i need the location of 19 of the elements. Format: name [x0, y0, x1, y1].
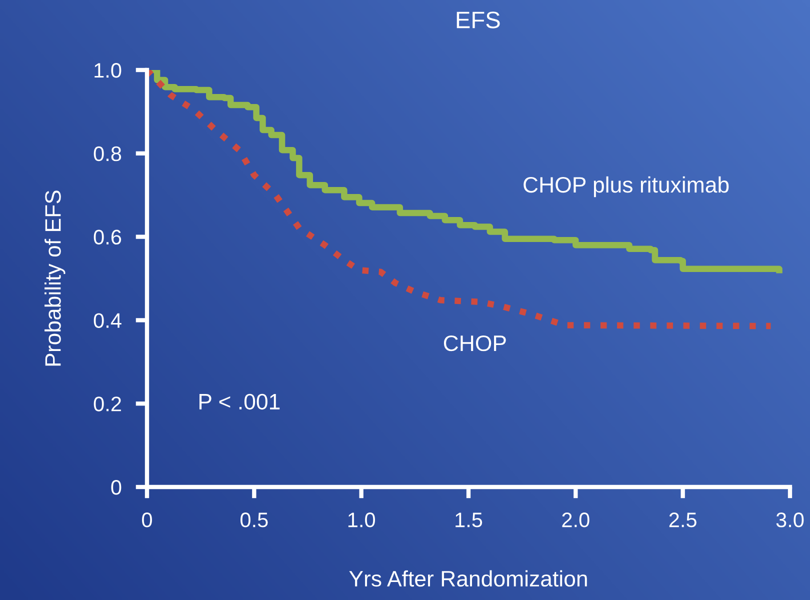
x-tick-label: 1.0: [348, 512, 375, 528]
x-tick-label: 1.5: [456, 512, 482, 528]
x-tick-label: 0: [142, 512, 152, 528]
y-tick-label: 0: [111, 480, 122, 495]
y-tick-label: 0.2: [94, 396, 121, 412]
series-label: CHOP: [444, 335, 506, 352]
y-tick-label: 0.4: [94, 313, 122, 328]
y-axis-title: Probability of EFS: [44, 190, 66, 366]
y-tick-label: 0.8: [94, 146, 122, 162]
y-tick-label: 1.0: [94, 63, 122, 78]
x-tick-label: 2.0: [562, 512, 590, 528]
x-tick-label: 2.5: [669, 512, 696, 528]
y-tick-label: 0.6: [94, 230, 122, 245]
x-axis-title: Yrs After Randomization: [349, 570, 587, 587]
chart-title: EFS: [456, 12, 500, 28]
series-label: CHOP plus rituximab: [524, 176, 729, 198]
x-tick-label: 3.0: [776, 512, 804, 528]
x-tick-label: 0.5: [240, 512, 268, 528]
annotation: P < .001: [199, 394, 280, 410]
